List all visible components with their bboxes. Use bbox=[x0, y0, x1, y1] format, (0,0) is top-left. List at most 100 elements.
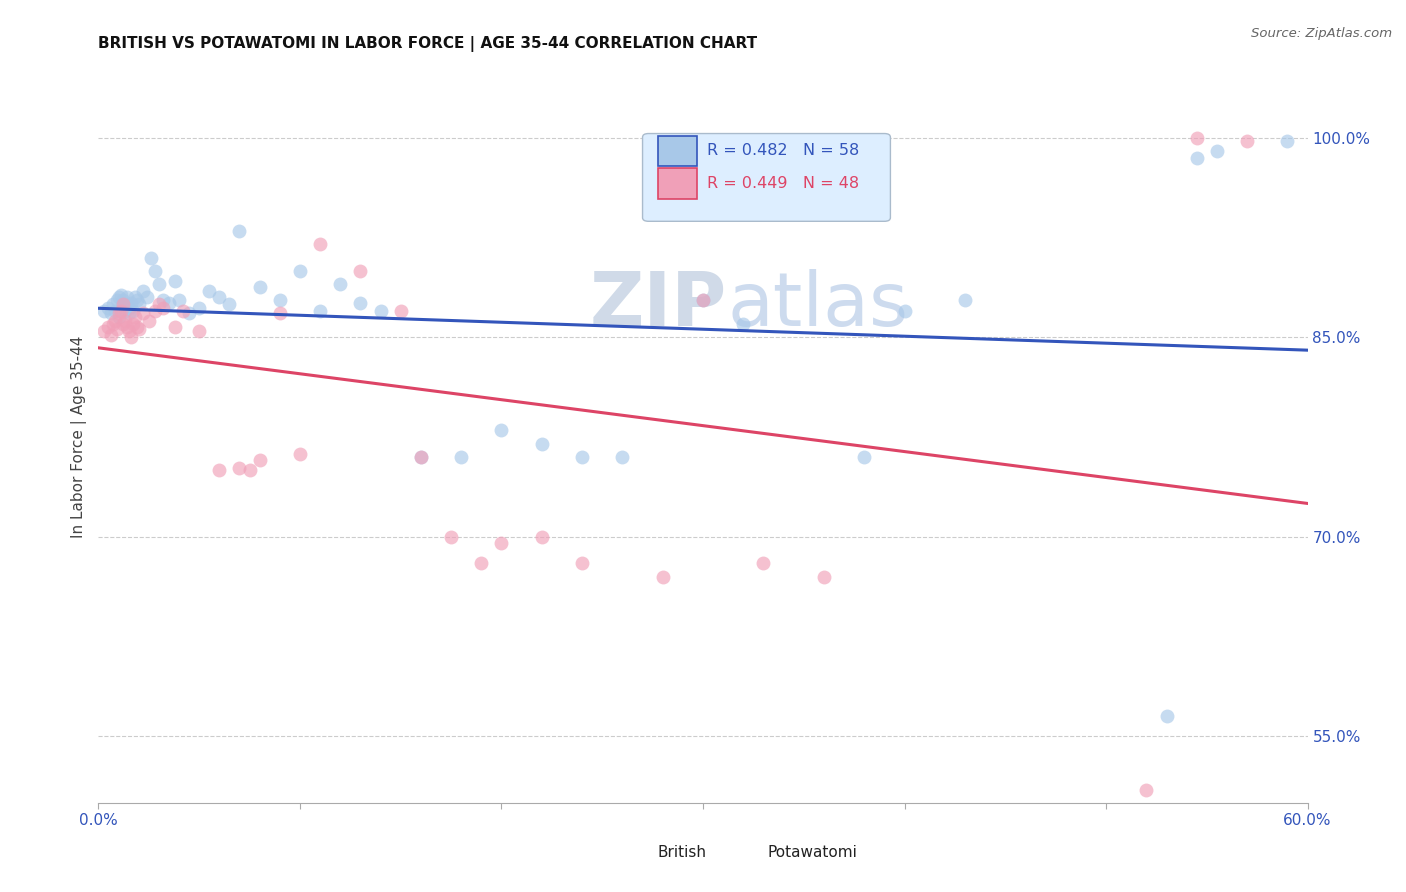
Point bbox=[111, 297, 134, 311]
Point bbox=[128, 297, 150, 311]
Y-axis label: In Labor Force | Age 35-44: In Labor Force | Age 35-44 bbox=[72, 336, 87, 538]
Point bbox=[228, 460, 250, 475]
FancyBboxPatch shape bbox=[643, 134, 890, 221]
Point bbox=[128, 322, 150, 336]
Point bbox=[179, 306, 201, 320]
Point bbox=[97, 301, 120, 315]
Point bbox=[124, 310, 146, 325]
Point bbox=[813, 570, 835, 584]
Point bbox=[491, 536, 513, 550]
Point bbox=[491, 424, 513, 438]
Point bbox=[124, 290, 146, 304]
Point bbox=[100, 306, 122, 320]
Point bbox=[571, 450, 593, 464]
Point bbox=[101, 317, 124, 331]
Point bbox=[132, 306, 155, 320]
Point bbox=[115, 290, 138, 304]
Point bbox=[105, 322, 128, 336]
Point bbox=[121, 303, 143, 318]
Point bbox=[163, 319, 186, 334]
Point bbox=[349, 264, 371, 278]
Point bbox=[172, 303, 194, 318]
Point bbox=[93, 303, 115, 318]
FancyBboxPatch shape bbox=[658, 168, 697, 199]
Point bbox=[1185, 131, 1208, 145]
Point bbox=[100, 327, 122, 342]
Point bbox=[228, 224, 250, 238]
Point bbox=[120, 295, 142, 310]
Point bbox=[152, 301, 174, 315]
Point bbox=[239, 463, 262, 477]
Point bbox=[370, 303, 392, 318]
Point bbox=[118, 324, 141, 338]
Point bbox=[329, 277, 352, 292]
Text: British: British bbox=[657, 845, 706, 860]
Point bbox=[93, 324, 115, 338]
Point bbox=[349, 295, 371, 310]
Point bbox=[1185, 151, 1208, 165]
Point bbox=[218, 297, 240, 311]
Point bbox=[114, 303, 136, 318]
Point bbox=[101, 297, 124, 311]
Point bbox=[107, 290, 129, 304]
Point bbox=[1236, 134, 1258, 148]
Point bbox=[389, 303, 412, 318]
Point bbox=[110, 303, 132, 318]
Point bbox=[105, 293, 128, 307]
Point bbox=[114, 314, 136, 328]
Point bbox=[288, 447, 311, 461]
Point bbox=[1206, 144, 1229, 158]
FancyBboxPatch shape bbox=[731, 840, 762, 865]
Point bbox=[208, 290, 231, 304]
Point bbox=[269, 293, 291, 307]
Point bbox=[103, 303, 125, 318]
Point bbox=[157, 295, 180, 310]
Point bbox=[110, 287, 132, 301]
Point bbox=[188, 301, 211, 315]
Point bbox=[309, 303, 332, 318]
Point bbox=[103, 314, 125, 328]
Point bbox=[409, 450, 432, 464]
Point bbox=[111, 293, 134, 307]
Point bbox=[107, 310, 129, 325]
Point bbox=[163, 275, 186, 289]
Point bbox=[135, 290, 157, 304]
Point bbox=[651, 570, 673, 584]
Point bbox=[409, 450, 432, 464]
Point bbox=[167, 293, 190, 307]
Point bbox=[148, 277, 170, 292]
Point bbox=[1277, 134, 1299, 148]
Point bbox=[132, 284, 155, 298]
Point bbox=[111, 297, 134, 311]
Point bbox=[148, 297, 170, 311]
Point bbox=[752, 557, 775, 571]
Point bbox=[450, 450, 472, 464]
Point bbox=[188, 324, 211, 338]
Point bbox=[953, 293, 976, 307]
Point bbox=[115, 319, 138, 334]
Point bbox=[530, 530, 553, 544]
Point bbox=[111, 317, 134, 331]
Point bbox=[138, 314, 160, 328]
FancyBboxPatch shape bbox=[658, 136, 697, 167]
Point bbox=[143, 264, 166, 278]
Point bbox=[139, 251, 162, 265]
Point bbox=[114, 297, 136, 311]
Point bbox=[125, 293, 148, 307]
Point bbox=[309, 237, 332, 252]
Text: Potawatomi: Potawatomi bbox=[768, 845, 858, 860]
Point bbox=[530, 436, 553, 450]
Point bbox=[269, 306, 291, 320]
Point bbox=[121, 317, 143, 331]
Text: R = 0.482   N = 58: R = 0.482 N = 58 bbox=[707, 143, 859, 158]
Point bbox=[249, 452, 271, 467]
Point bbox=[1156, 709, 1178, 723]
FancyBboxPatch shape bbox=[621, 840, 654, 865]
Point bbox=[249, 280, 271, 294]
Point bbox=[470, 557, 492, 571]
Point bbox=[143, 303, 166, 318]
Point bbox=[125, 319, 148, 334]
Point bbox=[692, 293, 714, 307]
Point bbox=[118, 306, 141, 320]
Text: Source: ZipAtlas.com: Source: ZipAtlas.com bbox=[1251, 27, 1392, 40]
